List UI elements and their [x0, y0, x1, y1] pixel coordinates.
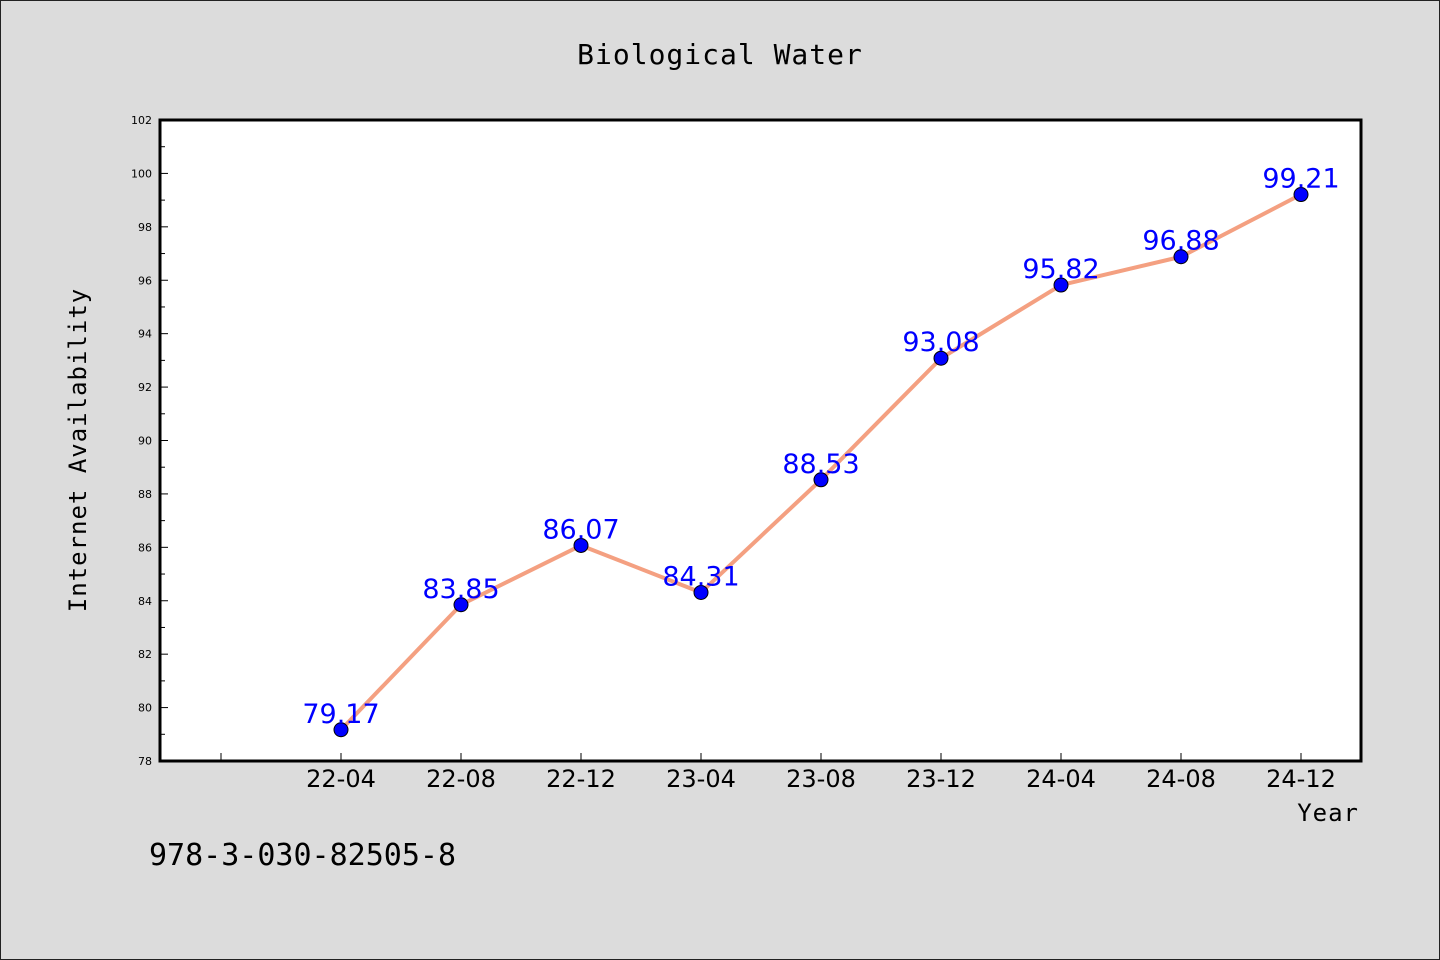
data-point	[1173, 249, 1189, 265]
x-tick-label: 22-04	[306, 765, 376, 793]
x-tick-label: 23-08	[786, 765, 856, 793]
y-tick-label: 82	[138, 648, 152, 661]
y-axis: 78 80 82 84 86 88 90 92 94 96 98 100 102	[131, 114, 168, 768]
x-tick-label: 22-08	[426, 765, 496, 793]
chart-title: Biological Water	[577, 38, 863, 71]
data-label: 99.21	[1262, 164, 1339, 195]
data-point	[453, 597, 469, 613]
y-tick-label: 94	[138, 328, 152, 341]
y-axis-label: Internet Availability	[64, 288, 92, 612]
y-tick-label: 96	[138, 274, 152, 287]
x-tick-label: 23-12	[906, 765, 976, 793]
plot-area	[158, 118, 1363, 763]
y-tick-label: 88	[138, 488, 152, 501]
y-tick-label: 92	[138, 381, 152, 394]
data-point	[933, 350, 949, 366]
data-label: 79.17	[302, 699, 379, 730]
footer-isbn: 978-3-030-82505-8	[149, 838, 456, 873]
data-point	[693, 584, 709, 600]
y-tick-label: 100	[131, 167, 152, 180]
x-tick-label: 23-04	[666, 765, 736, 793]
data-label: 93.08	[902, 327, 979, 358]
data-point	[813, 472, 829, 488]
y-tick-label: 90	[138, 435, 152, 448]
x-tick-label: 22-12	[546, 765, 616, 793]
data-label: 83.85	[422, 574, 499, 605]
x-tick-label: 24-04	[1026, 765, 1096, 793]
data-point	[333, 722, 349, 738]
data-label: 95.82	[1022, 254, 1099, 285]
y-tick-label: 80	[138, 702, 152, 715]
x-axis: 22-04 22-08 22-12 23-04 23-08 23-12 24-04 24-08…	[220, 753, 1336, 793]
x-tick-label: 24-08	[1146, 765, 1216, 793]
y-tick-label: 86	[138, 541, 152, 554]
y-tick-label: 98	[138, 221, 152, 234]
x-axis-label: Year	[1297, 799, 1359, 827]
data-label: 86.07	[542, 514, 619, 545]
series-group: 79.17 83.85 86.07 84.31 88.53 93.08 95.82 96.88…	[302, 164, 1340, 738]
data-point	[1293, 187, 1309, 203]
x-tick-label: 24-12	[1266, 765, 1336, 793]
y-tick-label: 102	[131, 114, 152, 127]
data-label: 84.31	[662, 561, 739, 592]
data-label: 88.53	[782, 449, 859, 480]
data-point	[1053, 277, 1069, 293]
y-tick-label: 84	[138, 595, 152, 608]
data-label: 96.88	[1142, 226, 1219, 257]
data-point	[573, 537, 589, 553]
y-tick-label: 78	[138, 755, 152, 768]
